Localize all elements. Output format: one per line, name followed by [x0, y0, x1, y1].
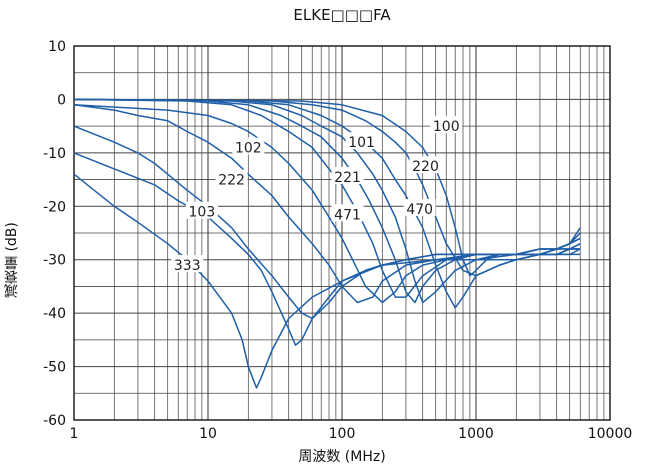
annotation-label: 100	[433, 119, 460, 135]
annotation-background	[409, 156, 442, 174]
annotation-background	[215, 169, 248, 187]
x-tick-label: 1000	[458, 426, 494, 442]
y-tick-label: -10	[43, 146, 66, 162]
annotation-label: 222	[218, 173, 245, 189]
annotation-label: 101	[348, 135, 375, 151]
annotation-background	[185, 201, 218, 219]
plot-frame	[73, 45, 611, 421]
y-tick-label: 10	[48, 39, 66, 55]
annotation-label: 470	[406, 202, 433, 218]
annotation-background	[331, 166, 364, 184]
y-tick-label: -40	[43, 306, 66, 322]
y-axis-label: 減衰量 (dB)	[4, 222, 20, 298]
x-tick-label: 10000	[588, 426, 633, 442]
y-tick-label: 0	[57, 92, 66, 108]
y-tick-label: -30	[43, 253, 66, 269]
x-axis-label: 周波数 (MHz)	[298, 449, 386, 465]
series-line-221	[73, 98, 581, 304]
annotation-background	[430, 116, 463, 134]
chart-title: ELKE□□□FA	[293, 6, 391, 24]
annotation-label: 221	[334, 170, 361, 186]
series-line-222	[73, 104, 581, 304]
series-line-470	[73, 98, 581, 309]
annotation-label: 333	[174, 258, 201, 274]
y-tick-label: -20	[43, 199, 66, 215]
x-tick-label: 100	[329, 426, 356, 442]
annotation-background	[403, 198, 436, 216]
series-line-222b	[73, 152, 581, 346]
y-tick-label: -60	[43, 413, 66, 429]
annotation-background	[171, 255, 204, 273]
annotation-label: 102	[235, 141, 262, 157]
annotation-label: 103	[189, 205, 216, 221]
x-tick-label: 10	[199, 426, 217, 442]
annotation-background	[232, 137, 265, 155]
series-line-101	[73, 98, 581, 304]
x-tick-label: 1	[70, 426, 79, 442]
series-line-102	[73, 104, 581, 304]
annotation-background	[345, 132, 378, 150]
annotation-label: 220	[412, 159, 439, 175]
y-tick-label: -50	[43, 360, 66, 376]
series-line-333	[73, 173, 581, 389]
annotation-background	[331, 204, 364, 222]
annotation-label: 471	[334, 207, 361, 223]
